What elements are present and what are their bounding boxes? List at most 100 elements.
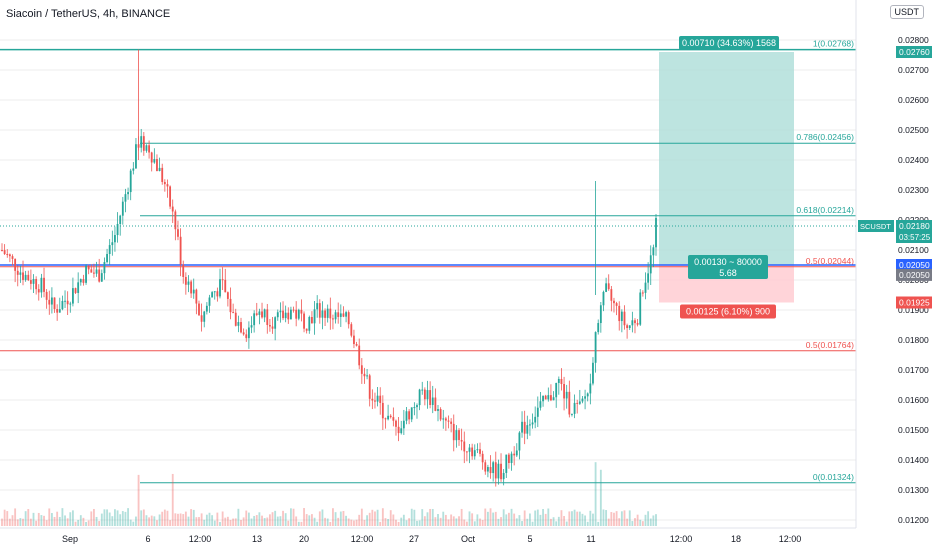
- candle-body: [276, 312, 279, 318]
- volume-bar: [203, 519, 206, 526]
- volume-bar: [334, 512, 337, 526]
- candle-body: [610, 289, 613, 301]
- candle-body: [279, 310, 282, 313]
- volume-bar: [431, 508, 434, 526]
- candle-body: [213, 291, 216, 293]
- candle-body: [631, 320, 634, 326]
- candle-body: [282, 310, 284, 319]
- candle-body: [229, 298, 232, 313]
- volume-bar: [124, 511, 127, 526]
- candle-body: [447, 420, 450, 422]
- volume-bar: [423, 516, 426, 526]
- candle-body: [494, 462, 497, 479]
- volume-bar: [27, 509, 30, 526]
- volume-bar: [313, 517, 316, 526]
- candle-body: [232, 312, 235, 314]
- candle-body: [644, 282, 647, 293]
- volume-bar: [287, 520, 290, 526]
- volume-bar: [497, 518, 500, 526]
- volume-bar: [190, 509, 193, 526]
- candle-body: [581, 398, 584, 402]
- candle-body: [492, 462, 495, 474]
- target-label: 0.00710 (34.63%) 1568: [679, 36, 779, 50]
- candle-body: [565, 391, 568, 399]
- y-tick-label: 0.01500: [898, 425, 929, 435]
- candle-body: [287, 312, 290, 320]
- entry-price-tag: 0.02050: [899, 260, 930, 270]
- volume-bar: [515, 518, 518, 526]
- candle-body: [339, 313, 342, 317]
- candle-body: [476, 449, 479, 451]
- y-tick-label: 0.02300: [898, 185, 929, 195]
- candle-body: [6, 254, 9, 256]
- volume-bar: [644, 514, 647, 526]
- currency-button[interactable]: USDT: [889, 5, 924, 19]
- volume-bar: [610, 512, 613, 526]
- candle-body: [324, 310, 326, 318]
- candle-body: [455, 430, 458, 441]
- volume-bar: [43, 515, 45, 526]
- candle-body: [224, 279, 227, 293]
- time-axis-bg: [0, 528, 856, 550]
- candle-body: [114, 235, 116, 243]
- candle-body: [174, 211, 177, 230]
- candle-body: [560, 378, 563, 385]
- volume-bar: [311, 514, 313, 526]
- candle-body: [311, 317, 313, 324]
- volume-bar: [255, 515, 258, 526]
- volume-bar: [505, 514, 508, 526]
- candle-body: [652, 247, 655, 256]
- volume-bar: [148, 517, 150, 526]
- candle-body: [77, 282, 80, 293]
- candle-body: [177, 229, 179, 237]
- volume-bar: [626, 518, 629, 526]
- volume-bar: [158, 514, 161, 526]
- candle-body: [150, 152, 153, 163]
- volume-bar: [389, 510, 392, 526]
- target-price-tag: 0.02760: [899, 47, 930, 57]
- candle-body: [513, 453, 516, 456]
- candle-body: [140, 136, 143, 148]
- volume-bar: [58, 516, 61, 526]
- candle-body: [69, 303, 72, 305]
- volume-bar: [79, 515, 82, 526]
- candle-body: [384, 418, 387, 420]
- candle-body: [550, 395, 552, 401]
- candle-body: [87, 265, 90, 270]
- candle-body: [599, 305, 602, 324]
- volume-bar: [471, 513, 474, 526]
- candle-body: [153, 159, 156, 163]
- fib-label: 0(0.01324): [813, 472, 854, 482]
- fib-label: 0.786(0.02456): [796, 132, 854, 142]
- candle-body: [568, 391, 571, 415]
- candle-body: [402, 420, 405, 429]
- x-tick-label: 13: [252, 534, 262, 544]
- volume-bar: [526, 518, 529, 526]
- candle-body: [300, 309, 303, 314]
- candle-body: [426, 390, 429, 400]
- volume-bar: [290, 508, 292, 526]
- candle-body: [518, 432, 521, 451]
- candle-body: [345, 312, 347, 317]
- volume-bar: [450, 514, 453, 526]
- volume-bar: [392, 514, 395, 526]
- volume-bar: [355, 519, 358, 526]
- volume-bar: [652, 515, 655, 526]
- volume-bar: [529, 513, 531, 526]
- candle-body: [103, 262, 106, 274]
- candle-body: [332, 318, 334, 320]
- y-tick-label: 0.02400: [898, 155, 929, 165]
- volume-bar: [37, 512, 40, 526]
- candle-body: [53, 297, 56, 310]
- volume-bar: [205, 514, 208, 526]
- candle-body: [410, 407, 413, 420]
- candle-body: [8, 254, 11, 257]
- candle-body: [205, 305, 208, 312]
- volume-bar: [90, 511, 93, 526]
- candle-body: [74, 288, 77, 293]
- fib-label: 0.5(0.01764): [806, 340, 854, 350]
- candle-body: [468, 447, 471, 452]
- volume-bar: [127, 508, 129, 526]
- candle-body: [142, 136, 145, 151]
